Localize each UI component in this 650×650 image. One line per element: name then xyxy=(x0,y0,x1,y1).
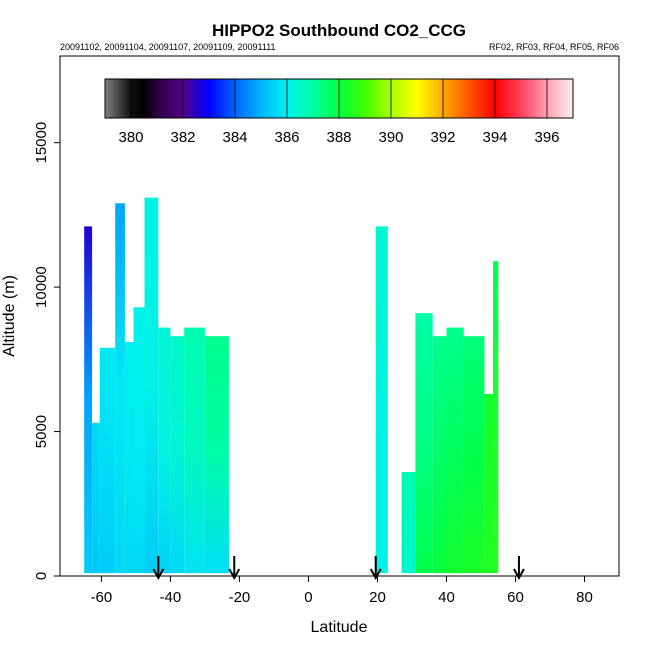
flight-boundary-arrow xyxy=(228,556,241,581)
profile-bar xyxy=(463,336,485,574)
profile-bar xyxy=(133,307,145,574)
x-tick-label: 0 xyxy=(304,589,312,606)
colorbar-tick-label: 388 xyxy=(326,129,351,146)
chart-title: HIPPO2 Southbound CO2_CCG xyxy=(212,21,466,40)
x-tick-label: -20 xyxy=(229,589,251,606)
profile-bar xyxy=(401,472,416,574)
profile-bar xyxy=(115,203,125,574)
colorbar: 380 382 384 386 388 390 392 394 396 xyxy=(104,78,574,146)
x-tick-label: 20 xyxy=(369,589,386,606)
colorbar-tick-label: 392 xyxy=(430,129,455,146)
colorbar-tick-label: 384 xyxy=(222,129,247,146)
x-tick-label: -60 xyxy=(91,589,113,606)
profile-bar xyxy=(446,327,464,574)
profile-bar xyxy=(124,342,134,574)
colorbar-tick-label: 380 xyxy=(118,129,143,146)
profile-bar xyxy=(92,422,100,574)
x-tick-label: 40 xyxy=(438,589,455,606)
profile-bar xyxy=(158,327,171,574)
profile-bar xyxy=(484,394,493,574)
y-axis: 0 5000 10000 15000 xyxy=(33,122,60,580)
flight-boundary-arrow xyxy=(513,556,525,581)
profile-bar xyxy=(493,261,499,574)
y-tick-label: 0 xyxy=(33,572,50,580)
colorbar-tick-label: 386 xyxy=(274,129,299,146)
chart-subtitle-left: 20091102, 20091104, 20091107, 20091109, … xyxy=(60,42,276,52)
colorbar-tick-label: 394 xyxy=(482,129,507,146)
x-tick-label: 60 xyxy=(507,589,524,606)
y-tick-label: 15000 xyxy=(33,122,50,164)
y-tick-label: 10000 xyxy=(33,266,50,308)
flight-boundary-arrow xyxy=(369,556,382,581)
profile-bar xyxy=(84,226,93,574)
plot-frame xyxy=(59,55,620,577)
colorbar-tick-label: 396 xyxy=(534,129,559,146)
colorbar-tick-label: 390 xyxy=(378,129,403,146)
profile-group xyxy=(84,197,499,574)
x-tick-label: -40 xyxy=(160,589,182,606)
colorbar-tick-label: 382 xyxy=(170,129,195,146)
profile-bar xyxy=(432,336,447,574)
profile-bar xyxy=(204,336,230,574)
flight-boundary-arrows xyxy=(152,556,525,581)
x-axis-label: Latitude xyxy=(311,619,368,636)
profile-bar xyxy=(99,347,116,574)
flight-boundary-arrow xyxy=(152,556,165,581)
profile-bar xyxy=(144,197,159,574)
chart-subtitle-right: RF02, RF03, RF04, RF05, RF06 xyxy=(489,42,619,52)
x-axis: -60 -40 -20 0 20 40 60 80 xyxy=(91,576,593,606)
x-tick-label: 80 xyxy=(576,589,593,606)
profile-bar xyxy=(170,336,185,574)
y-axis-label: Altitude (m) xyxy=(1,275,18,357)
profile-bar xyxy=(415,313,433,574)
y-tick-label: 5000 xyxy=(33,415,50,448)
profile-bar xyxy=(375,226,388,574)
profile-bar xyxy=(184,327,205,574)
